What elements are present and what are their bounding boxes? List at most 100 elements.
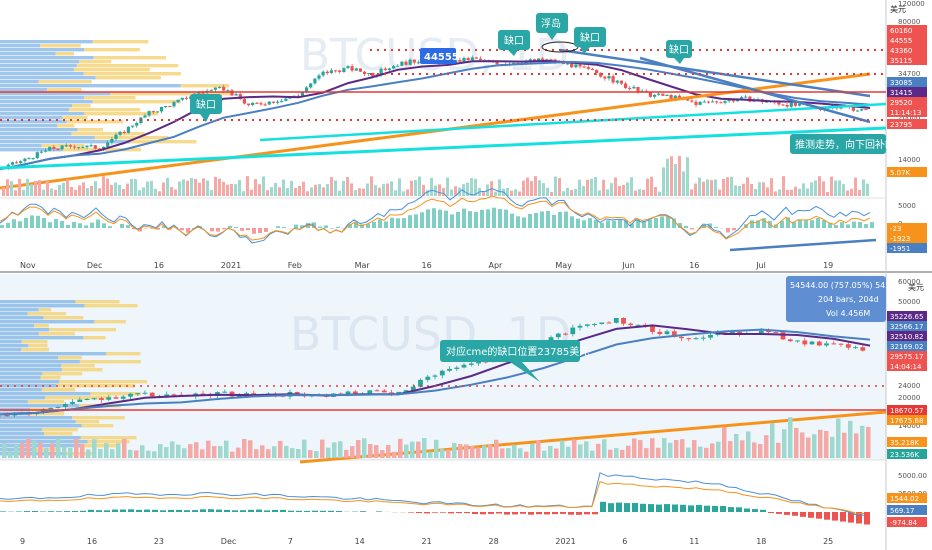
bottom-candle bbox=[838, 343, 844, 345]
top-volume-bar bbox=[402, 191, 405, 196]
top-candle bbox=[582, 66, 586, 68]
bottom-profile-bar-sell bbox=[81, 424, 114, 428]
bottom-profile-bar-sell bbox=[27, 312, 66, 316]
bottom-candle bbox=[149, 392, 155, 397]
top-volume-bar bbox=[42, 189, 45, 196]
top-macd-histogram-bar bbox=[42, 218, 46, 228]
bottom-volume-bar bbox=[146, 450, 151, 458]
bottom-price-pane[interactable] bbox=[0, 274, 886, 460]
top-candle bbox=[599, 73, 603, 77]
top-macd-histogram-bar bbox=[432, 208, 436, 228]
gap-callout-2[interactable]: 缺口 bbox=[498, 30, 530, 56]
top-candle bbox=[528, 59, 532, 61]
bottom-volume-bar bbox=[644, 448, 649, 458]
top-candle bbox=[334, 70, 338, 72]
top-candle bbox=[532, 59, 536, 61]
bottom-candle bbox=[4, 415, 10, 417]
bottom-profile-bar-sell bbox=[40, 376, 61, 380]
top-volume-bar bbox=[334, 180, 337, 196]
top-macd-histogram-bar bbox=[162, 225, 166, 228]
top-volume-bar bbox=[542, 183, 545, 196]
bottom-volume-bar bbox=[548, 446, 553, 458]
top-volume-bar bbox=[758, 182, 761, 196]
island-callout[interactable]: 浮岛 bbox=[536, 13, 568, 40]
top-volume-bar bbox=[562, 191, 565, 196]
top-candle bbox=[851, 107, 855, 111]
top-macd-histogram-bar bbox=[780, 220, 784, 228]
bottom-macd-histogram-bar bbox=[16, 511, 22, 512]
bottom-volume-bar bbox=[584, 441, 589, 458]
top-volume-bar bbox=[26, 178, 29, 196]
bottom-price-badge-text: 29575.17 bbox=[890, 353, 923, 361]
bottom-x-tick: 16 bbox=[87, 537, 97, 546]
bottom-macd-histogram-bar bbox=[712, 505, 718, 512]
top-candle bbox=[785, 105, 789, 107]
bottom-profile-bar-sell bbox=[66, 452, 93, 456]
top-volume-bar bbox=[554, 176, 557, 196]
top-volume-bar bbox=[242, 191, 245, 196]
gap-callout-3[interactable]: 缺口 bbox=[574, 27, 606, 54]
cme-gap-note[interactable]: 对应cme的缺口位置23785美元 bbox=[440, 340, 589, 382]
top-macd-histogram-bar bbox=[108, 226, 112, 228]
bottom-volume-bar bbox=[788, 417, 793, 458]
top-macd-histogram-bar bbox=[822, 220, 826, 228]
bottom-candle bbox=[548, 337, 554, 343]
top-volume-bar bbox=[426, 190, 429, 196]
bottom-macd-histogram-bar bbox=[800, 512, 806, 517]
bottom-volume-bar bbox=[662, 438, 667, 458]
bottom-candle bbox=[708, 334, 713, 338]
bottom-macd-histogram-bar bbox=[776, 512, 782, 514]
top-volume-bar bbox=[786, 190, 789, 196]
top-candle bbox=[615, 80, 619, 83]
price-highlight-label[interactable]: 44555 bbox=[420, 48, 459, 64]
bottom-price-badge bbox=[887, 321, 927, 331]
top-candle bbox=[52, 146, 56, 149]
top-macd-histogram-bar bbox=[48, 222, 52, 228]
bottom-macd-histogram-bar bbox=[192, 510, 198, 512]
top-macd-histogram-bar bbox=[210, 228, 214, 232]
bottom-volume-bar bbox=[752, 442, 757, 458]
top-candle bbox=[160, 107, 164, 112]
top-macd-histogram-bar bbox=[450, 214, 454, 228]
prediction-note[interactable]: 推测走势，向下回补缺口。 bbox=[790, 134, 915, 154]
top-volume-bar bbox=[398, 178, 401, 196]
gap-callout-1[interactable]: 缺口 bbox=[190, 94, 222, 122]
top-volume-bar bbox=[530, 181, 533, 196]
top-candle bbox=[135, 123, 139, 126]
measure-tooltip[interactable]: 54544.00 (757.05%) 5454 204 bars, 204d V… bbox=[786, 276, 895, 322]
bottom-profile-bar-buy bbox=[0, 316, 44, 320]
top-volume-bar bbox=[494, 191, 497, 196]
top-macd-histogram-bar bbox=[606, 220, 610, 228]
top-candle bbox=[632, 87, 636, 89]
bottom-macd-histogram-bar bbox=[824, 512, 830, 520]
top-macd-histogram-bar bbox=[426, 209, 430, 228]
top-macd-histogram-bar bbox=[702, 223, 706, 228]
top-price-badge-text: 60160 bbox=[890, 27, 912, 35]
bottom-candle bbox=[737, 331, 742, 334]
bottom-candle bbox=[700, 337, 706, 339]
bottom-y-tick: 50000 bbox=[898, 298, 920, 306]
top-volume-bar bbox=[594, 177, 597, 196]
bottom-macd-histogram-bar bbox=[744, 508, 750, 512]
bottom-macd-histogram-bar bbox=[232, 510, 238, 512]
top-volume-bar bbox=[94, 181, 97, 196]
bottom-volume-bar bbox=[710, 443, 715, 458]
bottom-macd-pane[interactable] bbox=[0, 460, 886, 532]
top-macd-histogram-bar bbox=[90, 222, 94, 228]
bottom-profile-bar-sell bbox=[41, 428, 78, 432]
bottom-macd-histogram-bar bbox=[440, 512, 446, 513]
bottom-volume-bar bbox=[272, 446, 277, 458]
top-candle bbox=[731, 99, 735, 102]
bottom-price-badge bbox=[887, 361, 927, 371]
top-price-badge bbox=[887, 97, 927, 107]
bottom-macd-histogram-bar bbox=[104, 510, 110, 512]
bottom-volume-bar bbox=[170, 441, 175, 458]
top-profile-bar-buy bbox=[0, 112, 85, 116]
top-volume-bar bbox=[802, 183, 805, 196]
bottom-volume-bar bbox=[164, 447, 169, 458]
bottom-macd-histogram-bar bbox=[672, 504, 678, 512]
top-volume-bar bbox=[634, 190, 637, 196]
gap-callout-4[interactable]: 缺口 bbox=[666, 40, 692, 64]
bottom-volume-bar bbox=[776, 442, 781, 458]
